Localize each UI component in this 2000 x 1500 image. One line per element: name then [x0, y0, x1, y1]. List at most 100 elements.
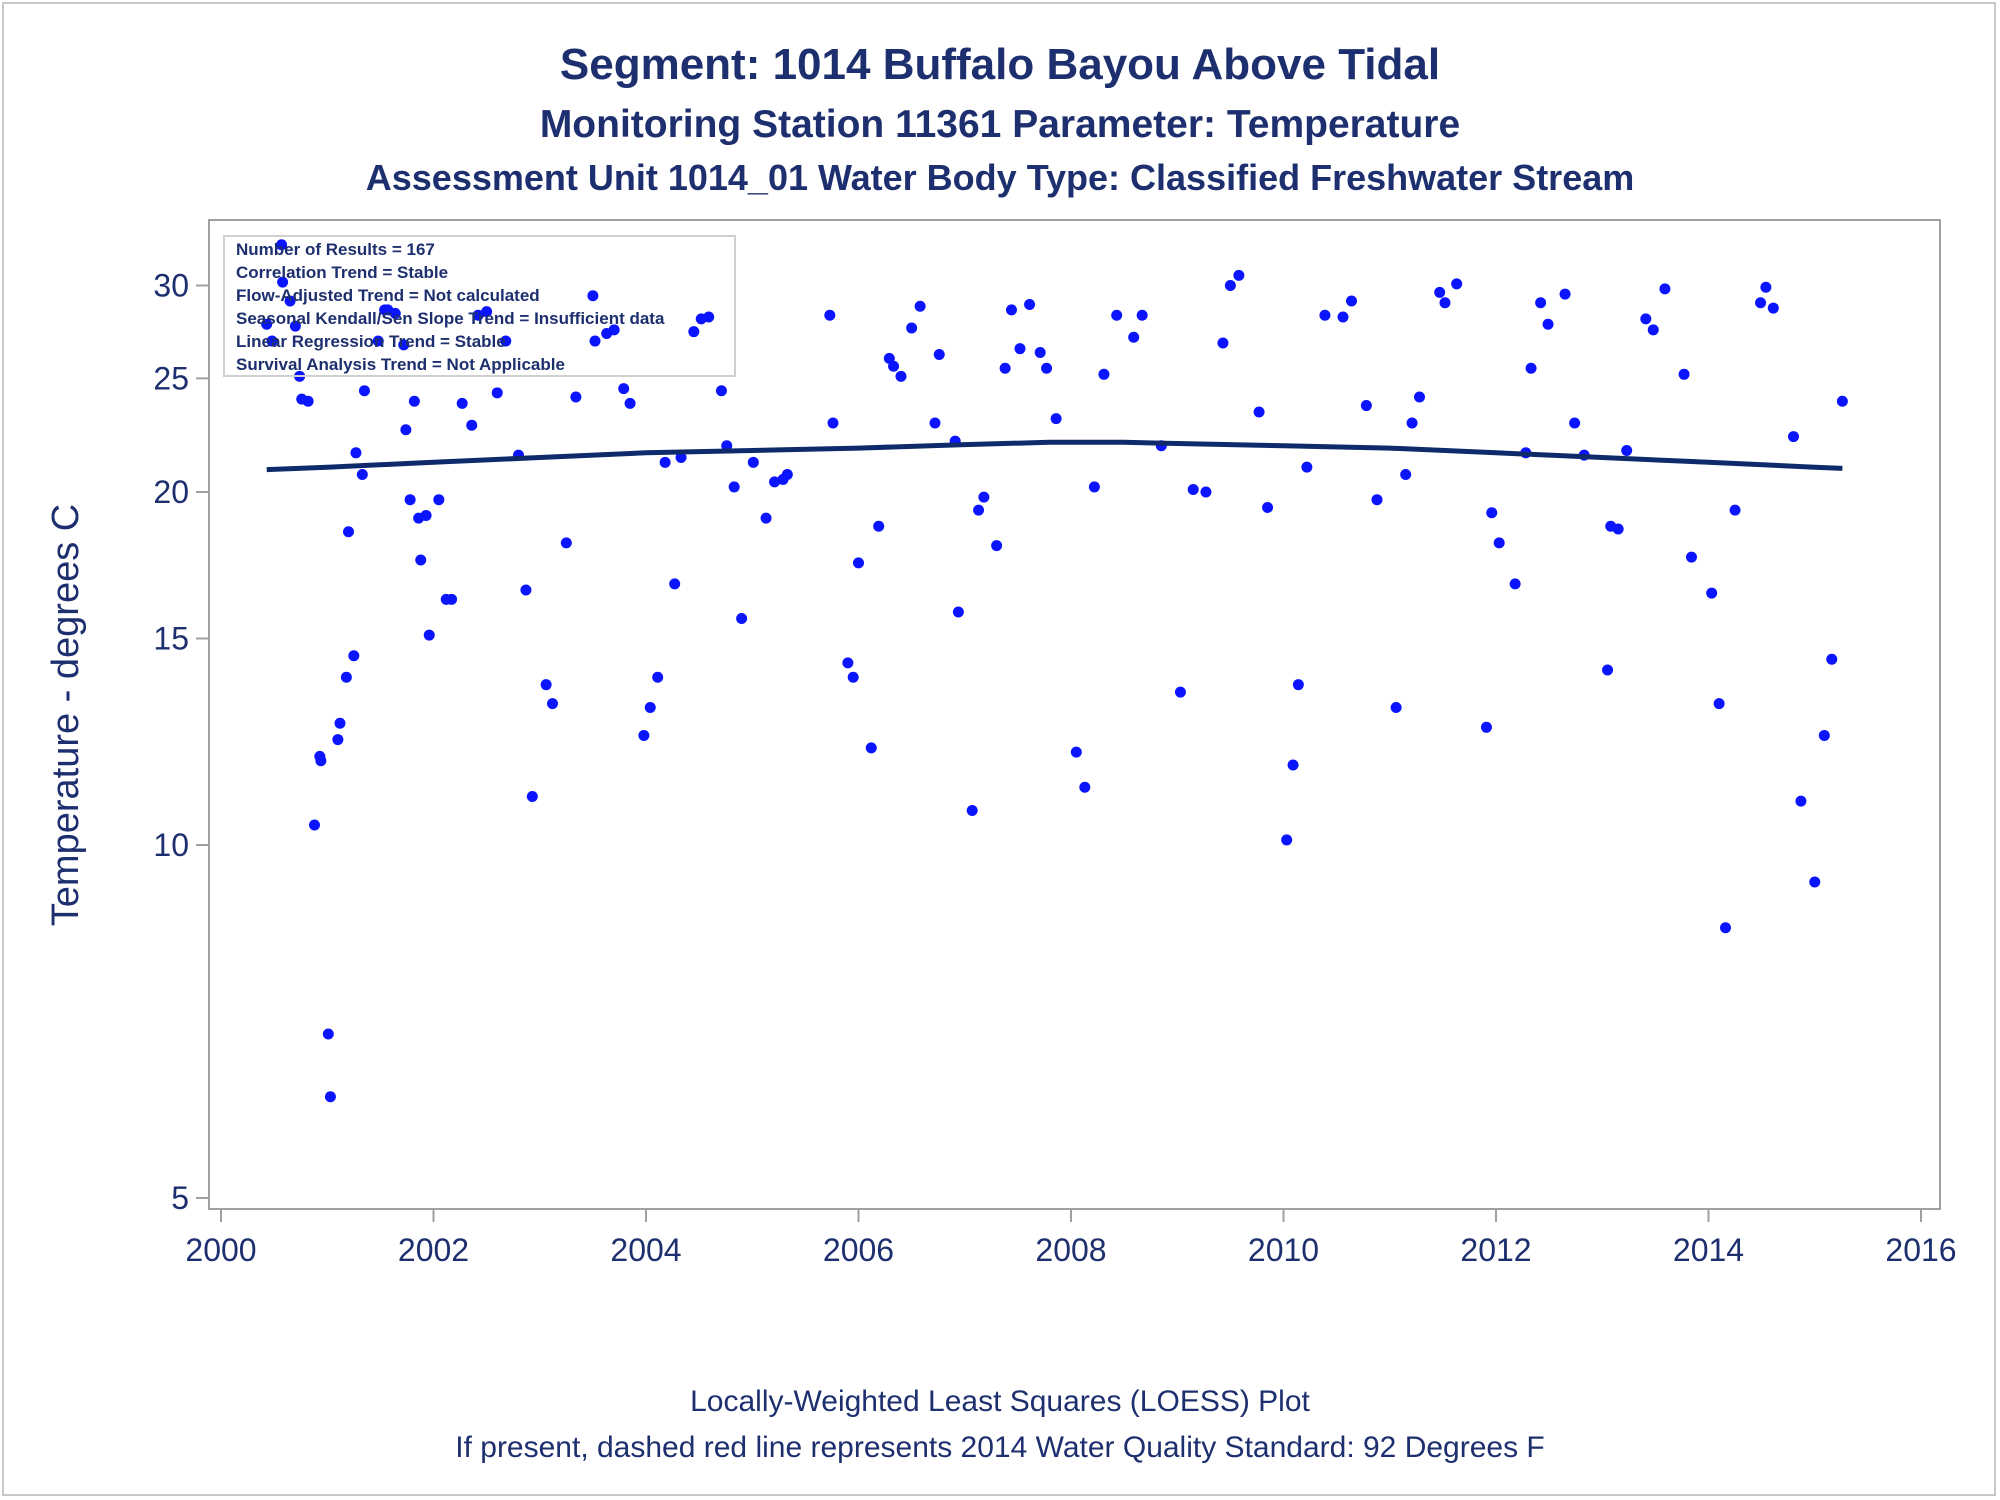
y-tick-label: 30 — [153, 268, 189, 304]
data-point — [587, 290, 599, 302]
x-tick-label: 2004 — [610, 1232, 681, 1268]
data-point — [1217, 337, 1229, 349]
data-point — [906, 322, 918, 334]
data-point — [703, 311, 715, 323]
data-point — [991, 540, 1003, 552]
data-point — [343, 526, 354, 538]
chart-title: Segment: 1014 Buffalo Bayou Above Tidal — [560, 40, 1440, 89]
data-point — [999, 362, 1011, 374]
data-point — [1760, 281, 1772, 293]
data-point — [1486, 507, 1498, 519]
data-point — [446, 593, 458, 605]
data-point — [652, 671, 664, 683]
loess-curve — [266, 439, 1843, 473]
data-point — [827, 417, 839, 429]
data-point — [847, 671, 859, 683]
x-tick-label: 2006 — [823, 1232, 894, 1268]
data-point — [736, 613, 748, 625]
data-point — [1041, 362, 1053, 374]
stats-line-results: Number of Results = 167 — [236, 240, 435, 259]
data-point — [1713, 698, 1725, 710]
stats-inset: Number of Results = 167 Correlation Tren… — [223, 235, 736, 377]
data-point — [715, 385, 727, 397]
data-point — [688, 326, 700, 338]
data-point — [1262, 502, 1274, 514]
data-point — [1287, 759, 1299, 771]
stats-line-correlation: Correlation Trend = Stable — [236, 263, 448, 282]
chart-subtitle-2: Assessment Unit 1014_01 Water Body Type:… — [366, 157, 1635, 198]
data-point — [895, 370, 907, 382]
data-point — [1050, 413, 1062, 425]
data-point — [589, 335, 601, 347]
data-point — [389, 307, 401, 319]
data-point — [466, 419, 478, 431]
data-point — [1535, 297, 1547, 309]
y-tick-label: 20 — [153, 474, 189, 510]
data-point — [1034, 347, 1046, 359]
data-point — [348, 650, 360, 662]
data-point — [1233, 269, 1245, 281]
data-points — [261, 239, 1848, 1103]
data-point — [1187, 483, 1199, 495]
data-point — [1136, 309, 1148, 321]
data-point — [973, 504, 985, 516]
data-point — [1493, 537, 1505, 549]
y-axis-label: Temperature - degrees C — [45, 504, 87, 926]
y-tick-label: 5 — [171, 1180, 189, 1216]
data-point — [398, 339, 410, 351]
data-point — [929, 417, 941, 429]
data-point — [1346, 295, 1357, 307]
y-tick-label: 10 — [153, 827, 189, 863]
data-point — [322, 1028, 334, 1040]
data-point — [659, 456, 671, 468]
x-tick-label: 2016 — [1885, 1232, 1956, 1268]
data-point — [1602, 664, 1614, 676]
data-point — [1612, 523, 1624, 535]
stats-line-linear-regression: Linear Regression Trend = Stable — [236, 332, 506, 351]
data-point — [1836, 395, 1848, 407]
data-point — [1480, 721, 1492, 733]
data-point — [456, 397, 468, 409]
data-point — [400, 424, 412, 436]
chart-subtitle: Monitoring Station 11361 Parameter: Temp… — [540, 103, 1460, 146]
data-point — [952, 606, 964, 618]
data-point — [1451, 278, 1463, 290]
data-point — [1434, 286, 1446, 298]
data-point — [526, 790, 538, 802]
data-point — [472, 309, 484, 321]
data-point — [1706, 587, 1718, 599]
data-point — [415, 554, 427, 566]
stats-line-survival: Survival Analysis Trend = Not Applicable — [236, 355, 565, 374]
data-point — [315, 755, 327, 767]
data-point — [284, 295, 296, 307]
data-point — [865, 742, 877, 754]
data-point — [624, 397, 636, 409]
footnote-1: Locally-Weighted Least Squares (LOESS) P… — [690, 1385, 1310, 1418]
data-point — [540, 679, 552, 691]
data-point — [1525, 362, 1537, 374]
data-point — [266, 335, 278, 347]
data-point — [491, 387, 503, 399]
x-tick-label: 2000 — [185, 1232, 256, 1268]
data-point — [433, 494, 445, 506]
data-point — [420, 509, 432, 521]
x-tick-label: 2010 — [1248, 1232, 1319, 1268]
data-point — [747, 456, 759, 468]
data-point — [914, 300, 926, 312]
data-point — [824, 309, 836, 321]
data-point — [1809, 876, 1821, 888]
data-point — [500, 335, 512, 347]
data-point — [1755, 297, 1767, 309]
data-point — [1647, 324, 1659, 336]
stats-line-seasonal-kendall: Seasonal Kendall/Sen Slope Trend = Insuf… — [236, 309, 665, 328]
data-point — [1414, 391, 1425, 403]
stats-inset-box — [223, 235, 736, 377]
data-point — [608, 324, 620, 336]
data-point — [547, 698, 558, 710]
data-point — [481, 306, 493, 318]
data-point — [1024, 299, 1036, 311]
data-point — [966, 805, 978, 817]
data-point — [350, 447, 362, 459]
